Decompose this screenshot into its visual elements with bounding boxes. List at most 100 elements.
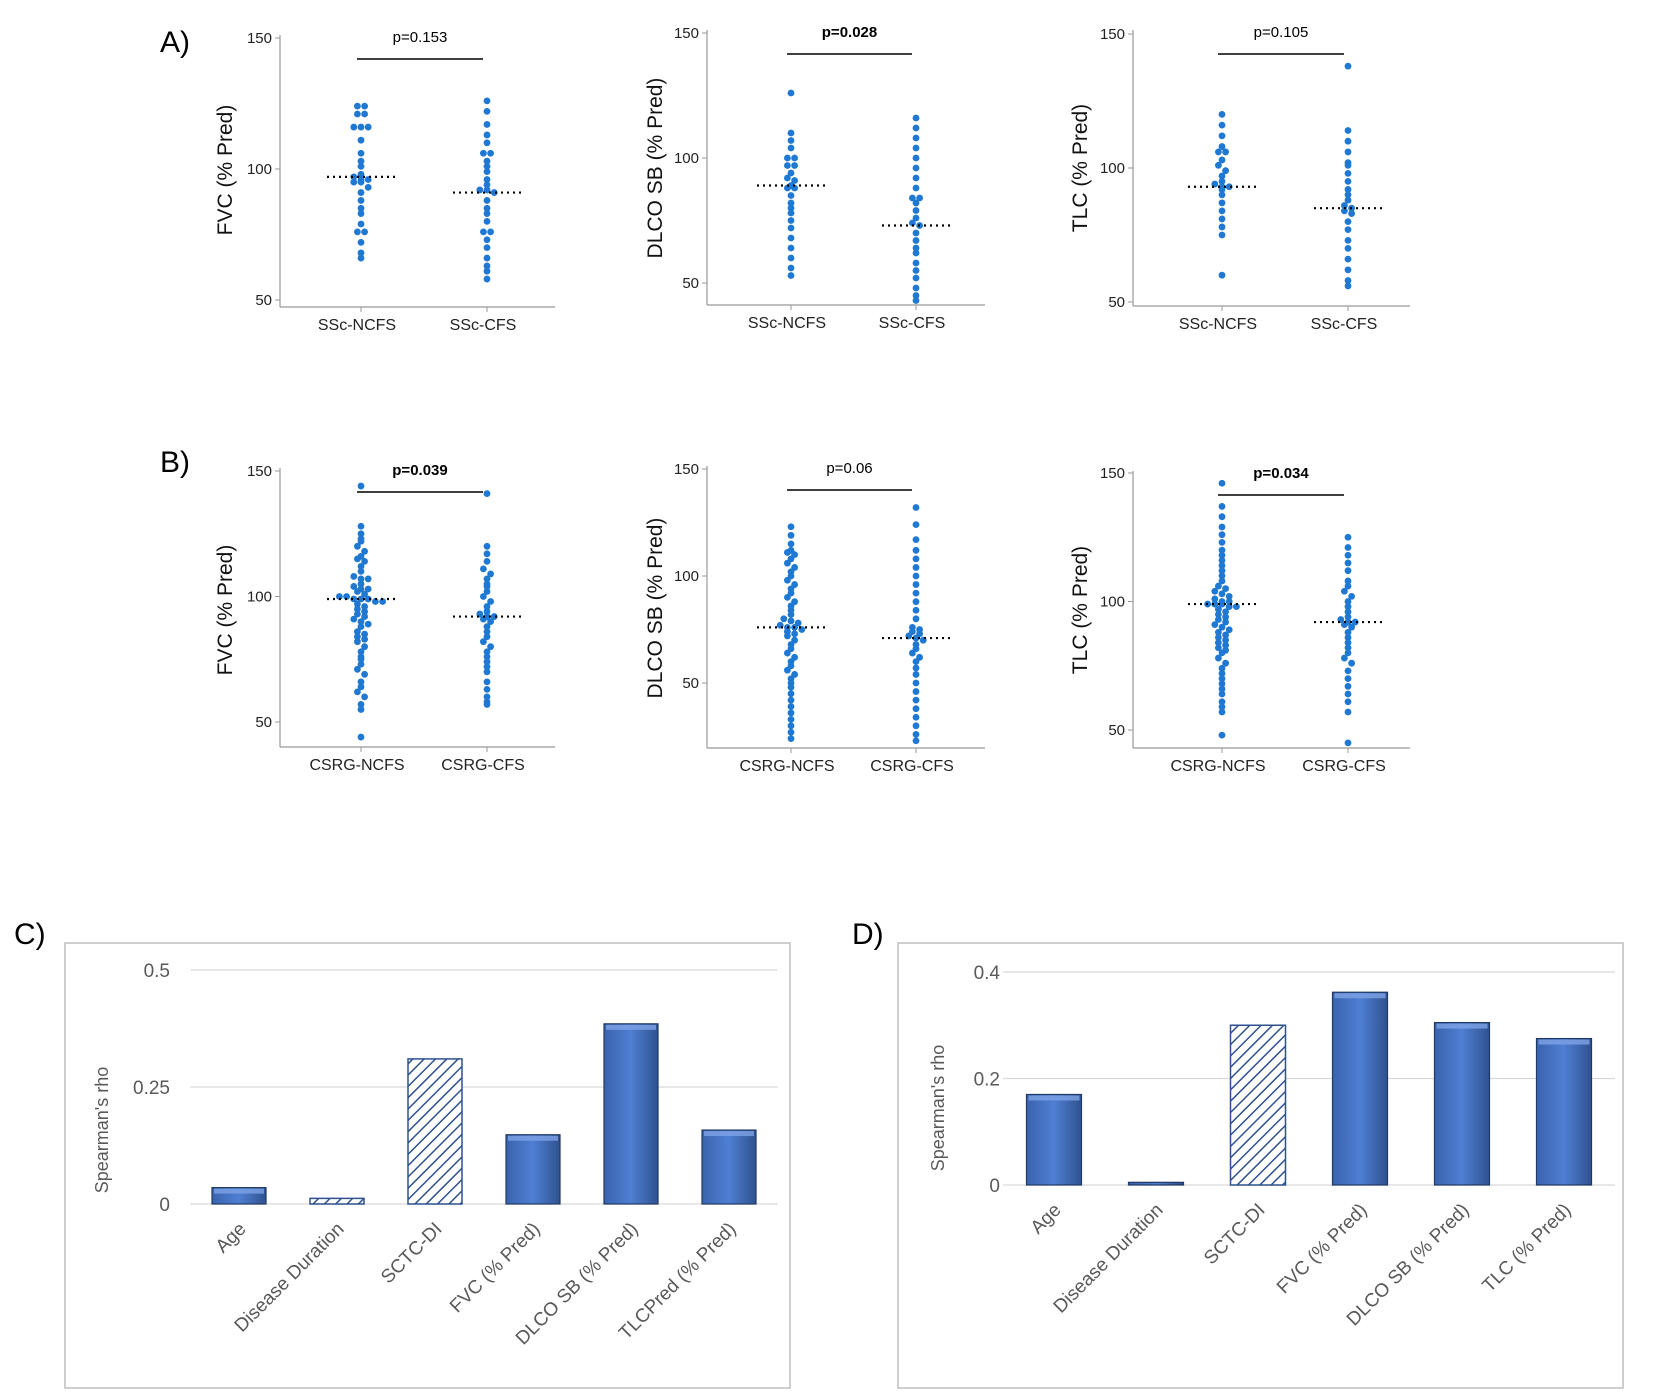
- data-point: [483, 139, 491, 147]
- data-point: [1218, 231, 1226, 239]
- data-point: [357, 733, 365, 741]
- data-point: [1215, 634, 1222, 641]
- data-point: [912, 589, 920, 597]
- data-point: [784, 154, 791, 162]
- data-point: [1344, 218, 1352, 226]
- data-point: [1218, 551, 1226, 559]
- data-point: [354, 102, 361, 110]
- y-axis-label: Spearman's rho: [92, 1067, 112, 1194]
- data-point: [1218, 178, 1226, 185]
- data-point: [354, 542, 361, 550]
- data-point: [1344, 282, 1352, 290]
- y-tick-label: 100: [1100, 594, 1125, 611]
- category-label: SCTC-DI: [1200, 1200, 1269, 1269]
- y-axis-label: Spearman's rho: [928, 1045, 948, 1172]
- data-point: [1218, 703, 1226, 711]
- data-point: [354, 588, 361, 595]
- data-point: [912, 598, 920, 606]
- data-point: [784, 549, 791, 556]
- data-point: [912, 546, 920, 554]
- data-point: [1344, 148, 1352, 156]
- data-point: [791, 184, 798, 192]
- data-point: [1222, 585, 1229, 593]
- data-point: [1348, 623, 1355, 631]
- data-point: [787, 199, 795, 207]
- data-point: [1218, 191, 1226, 199]
- data-point: [1218, 731, 1226, 739]
- data-point: [364, 620, 372, 628]
- data-point: [483, 628, 491, 636]
- data-point: [364, 123, 372, 131]
- data-point: [350, 583, 358, 590]
- data-point: [912, 555, 920, 563]
- data-point: [787, 192, 795, 199]
- data-point: [1341, 654, 1348, 662]
- data-point: [1344, 255, 1352, 263]
- data-point: [480, 615, 487, 623]
- panel-letter-d: D): [852, 918, 884, 951]
- data-point: [1344, 559, 1352, 567]
- data-point: [912, 705, 920, 713]
- data-point: [787, 540, 795, 548]
- data-point: [483, 107, 491, 115]
- data-point: [912, 536, 920, 544]
- data-point: [912, 564, 920, 571]
- data-point: [912, 284, 920, 292]
- data-point: [912, 134, 920, 142]
- data-point: [1215, 605, 1222, 613]
- data-point: [912, 679, 920, 687]
- data-point: [1218, 143, 1226, 150]
- data-point: [357, 678, 365, 686]
- data-point: [490, 189, 498, 196]
- data-point: [480, 593, 487, 600]
- group-label: SSc-NCFS: [318, 317, 396, 334]
- data-point: [361, 547, 368, 555]
- data-point: [787, 722, 795, 730]
- data-point: [357, 136, 365, 144]
- data-point: [1218, 121, 1226, 129]
- data-point: [1344, 698, 1352, 706]
- data-point: [787, 254, 795, 262]
- data-point: [784, 559, 791, 567]
- bar: [1025, 1093, 1083, 1186]
- data-point: [912, 737, 920, 745]
- data-point: [480, 149, 487, 157]
- data-point: [787, 224, 795, 232]
- data-point: [1344, 644, 1352, 652]
- group-label: CSRG-CFS: [441, 757, 525, 774]
- data-point: [1344, 667, 1352, 675]
- data-point: [357, 655, 365, 663]
- data-point: [350, 178, 358, 186]
- data-point: [483, 678, 491, 686]
- data-point: [1222, 659, 1229, 667]
- data-point: [1344, 236, 1352, 244]
- data-point: [787, 137, 795, 144]
- bar-highlight: [214, 1188, 264, 1194]
- data-point: [787, 244, 795, 252]
- p-value: p=0.153: [393, 29, 448, 46]
- data-point: [483, 663, 491, 671]
- data-point: [1344, 277, 1352, 284]
- data-point: [1218, 215, 1226, 223]
- data-point: [361, 693, 368, 701]
- data-point: [1344, 739, 1352, 747]
- group-label: SSc-NCFS: [748, 315, 826, 332]
- data-point: [357, 178, 365, 186]
- data-point: [787, 690, 795, 698]
- data-point: [357, 575, 365, 583]
- data-point: [483, 210, 491, 217]
- data-point: [912, 267, 920, 274]
- data-point: [1218, 708, 1226, 716]
- data-point: [350, 615, 358, 623]
- data-point: [361, 557, 368, 565]
- y-tick-label: 150: [674, 25, 699, 42]
- data-point: [787, 204, 795, 212]
- data-point: [916, 194, 923, 202]
- data-point: [483, 490, 491, 497]
- data-point: [483, 204, 491, 212]
- data-point: [1218, 649, 1226, 657]
- data-point: [354, 110, 361, 118]
- data-point: [483, 97, 491, 105]
